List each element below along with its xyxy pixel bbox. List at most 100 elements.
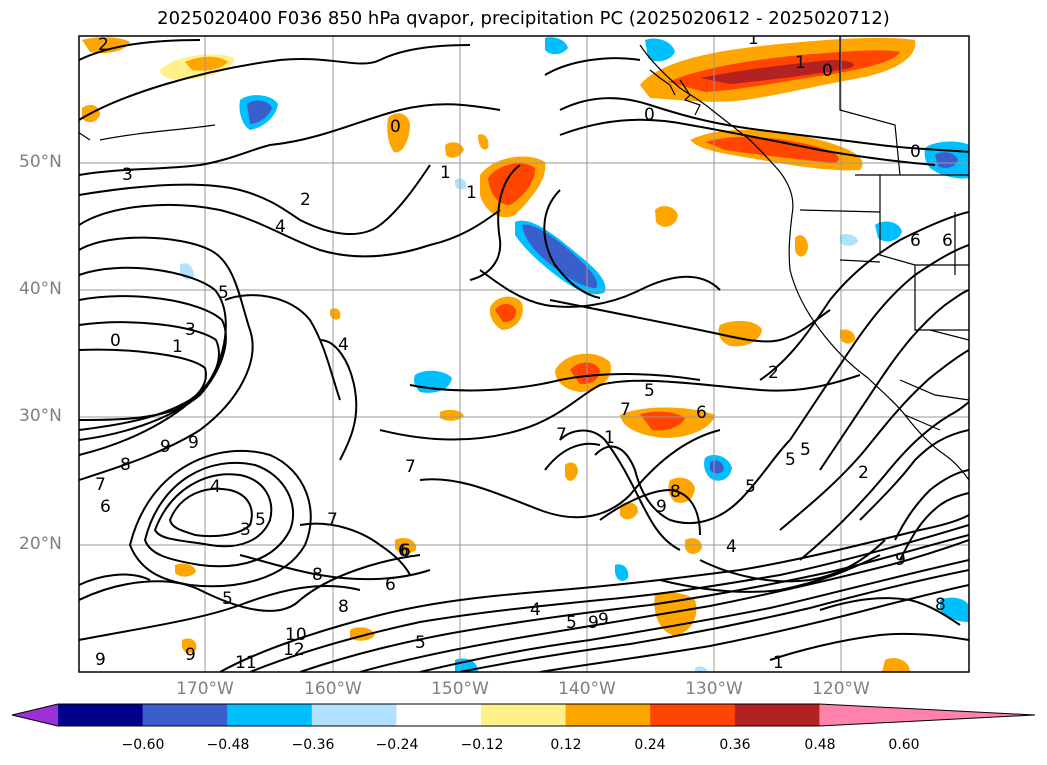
lat-label-50n: 50°N — [19, 152, 62, 172]
colorbar-tick: −0.48 — [206, 737, 250, 753]
contour-label: 5 — [415, 633, 426, 653]
contour-label: 2 — [98, 35, 109, 55]
colorbar-segment — [734, 704, 820, 726]
contour-label: 5 — [785, 450, 796, 470]
contour-label: 0 — [390, 117, 401, 137]
contour-label: 4 — [338, 335, 349, 355]
contour-label: 3 — [122, 165, 133, 185]
contour-label: 2 — [300, 190, 311, 210]
contour-label: 4 — [726, 537, 737, 557]
colorbar — [11, 703, 1036, 727]
qvapor-contours — [79, 39, 969, 672]
contour-label: 4 — [210, 477, 221, 497]
colorbar-segment — [142, 704, 228, 726]
colorbar-segment — [396, 704, 482, 726]
lon-label-170w: 170°W — [176, 679, 234, 699]
colorbar-segment — [650, 704, 736, 726]
colorbar-extend-min — [12, 704, 58, 726]
colorbar-tick: −0.12 — [460, 737, 504, 753]
colorbar-tick: 0.60 — [888, 737, 920, 753]
colorbar-tick: −0.36 — [291, 737, 335, 753]
contour-label: 8 — [312, 565, 323, 585]
colorbar-tick: 0.36 — [719, 737, 751, 753]
contour-label: 1 — [773, 653, 784, 673]
contour-label: 2 — [858, 463, 869, 483]
contour-label: 0 — [822, 61, 833, 81]
contour-label: 3 — [185, 320, 196, 340]
lon-label-130w: 130°W — [685, 679, 743, 699]
contour-label: 9 — [588, 613, 599, 633]
colorbar-tick: −0.24 — [375, 737, 419, 753]
contour-label: 5 — [222, 589, 233, 609]
lon-label-140w: 140°W — [558, 679, 616, 699]
contour-label: 5 — [800, 440, 811, 460]
contour-label: 1 — [604, 428, 615, 448]
plot-border — [78, 35, 970, 673]
contour-label: 6 — [100, 497, 111, 517]
contour-label: 2 — [768, 363, 779, 383]
contour-label: 9 — [95, 650, 106, 670]
contour-label: 5 — [566, 613, 577, 633]
contour-label: 5 — [745, 477, 756, 497]
contour-label: 9 — [598, 610, 609, 630]
colorbar-segment — [311, 704, 397, 726]
contour-label: 8 — [670, 482, 681, 502]
lat-label-40n: 40°N — [19, 279, 62, 299]
contour-label: 7 — [327, 510, 338, 530]
lon-label-120w: 120°W — [812, 679, 870, 699]
contour-label: 7 — [95, 475, 106, 495]
precip-positive-shading — [82, 37, 916, 672]
contour-label: 9 — [160, 437, 171, 457]
contour-label: 6 — [398, 541, 409, 561]
contour-label: 3 — [240, 520, 251, 540]
colorbar-extend-max — [819, 704, 1035, 726]
lon-label-150w: 150°W — [431, 679, 489, 699]
contour-label: 7 — [620, 400, 631, 420]
contour-label: 5 — [644, 381, 655, 401]
lat-label-20n: 20°N — [19, 534, 62, 554]
contour-label: 1 — [440, 163, 451, 183]
contour-label: 4 — [530, 600, 541, 620]
contour-label: 1 — [466, 183, 477, 203]
contour-label: 8 — [338, 597, 349, 617]
contour-label: 6 — [400, 541, 411, 561]
colorbar-tick: −0.60 — [121, 737, 165, 753]
colorbar-tick: 0.12 — [550, 737, 582, 753]
contour-label: 8 — [935, 595, 946, 615]
colorbar-segment — [58, 704, 144, 726]
contour-label: 0 — [910, 142, 921, 162]
map-plot-area: 2 1 0 3 2 4 5 3 1 0 9 9 8 7 4 3 5 6 7 8 … — [79, 29, 969, 673]
colorbar-tick: 0.48 — [804, 737, 836, 753]
contour-label: 9 — [895, 550, 906, 570]
contour-label: 6 — [942, 231, 953, 251]
colorbar-segment — [565, 704, 651, 726]
contour-label: 8 — [120, 455, 131, 475]
contour-label: 5 — [255, 510, 266, 530]
contour-label: 4 — [275, 217, 286, 237]
contour-label: 6 — [696, 403, 707, 423]
contour-label: 12 — [283, 640, 305, 660]
contour-label: 10 — [285, 625, 307, 645]
contour-labels: 2 1 0 3 2 4 5 3 1 0 9 9 8 7 4 3 5 6 7 8 … — [95, 29, 953, 673]
contour-label: 7 — [556, 425, 567, 445]
colorbar-segment — [481, 704, 567, 726]
contour-label: 0 — [644, 105, 655, 125]
colorbar-tick: 0.24 — [634, 737, 666, 753]
lat-label-30n: 30°N — [19, 406, 62, 426]
map-title: 2025020400 F036 850 hPa qvapor, precipit… — [157, 8, 890, 29]
contour-label: 0 — [110, 331, 121, 351]
contour-label: 1 — [748, 29, 759, 49]
coastlines — [79, 36, 969, 481]
contour-label: 5 — [218, 283, 229, 303]
colorbar-outline — [11, 703, 1036, 727]
colorbar-segment — [227, 704, 313, 726]
contour-label: 1 — [795, 53, 806, 73]
lon-label-160w: 160°W — [304, 679, 362, 699]
contour-label: 9 — [656, 497, 667, 517]
contour-label: 1 — [172, 337, 183, 357]
contour-label: 9 — [185, 645, 196, 665]
contour-label: 11 — [235, 653, 257, 673]
contour-label: 6 — [385, 575, 396, 595]
contour-label: 7 — [405, 457, 416, 477]
